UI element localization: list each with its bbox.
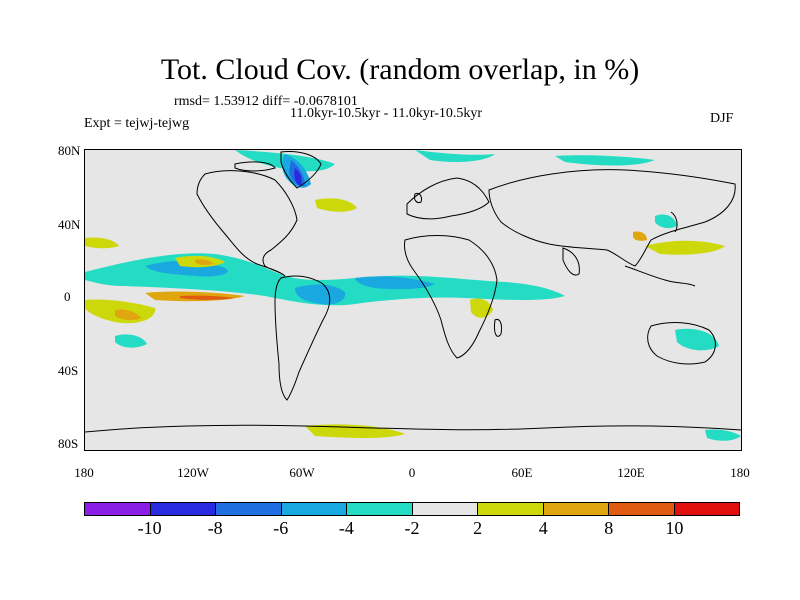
field-antarctic-cyan bbox=[705, 429, 741, 441]
colorbar-segment-2 bbox=[150, 503, 216, 515]
period-label: 11.0kyr-10.5kyr - 11.0kyr-10.5kyr bbox=[290, 106, 483, 121]
colorbar-label-5: -2 bbox=[404, 518, 420, 538]
field-se-pacific-orange bbox=[115, 309, 141, 321]
rmsd-diff-label: rmsd= 1.53912 diff= -0.0678101 bbox=[174, 94, 358, 109]
field-arctic-cyan-2 bbox=[415, 150, 495, 162]
lat-tick-40s: 40S bbox=[58, 363, 79, 378]
field-na-yellow bbox=[315, 198, 357, 212]
colorbar-segment-9 bbox=[609, 503, 675, 515]
lat-tick-40n: 40N bbox=[58, 217, 81, 232]
field-pacific-darkorange bbox=[180, 295, 235, 300]
lon-tick-180e: 180 bbox=[730, 465, 750, 480]
colorbar-segment-8 bbox=[543, 503, 609, 515]
colorbar-segment-7 bbox=[478, 503, 544, 515]
colorbar-segment-1 bbox=[85, 503, 151, 515]
coast-se-asia bbox=[624, 265, 696, 287]
lon-tick-60w: 60W bbox=[289, 465, 315, 480]
field-arctic-cyan-3 bbox=[555, 155, 655, 166]
coast-north-america bbox=[196, 170, 298, 277]
coast-africa bbox=[404, 235, 498, 359]
anomaly-fields bbox=[85, 150, 741, 441]
map-panel bbox=[84, 149, 742, 451]
colorbar-label-2: -8 bbox=[207, 518, 223, 538]
field-australia-cyan bbox=[675, 328, 719, 351]
season-label: DJF bbox=[710, 111, 734, 126]
colorbar-segment-3 bbox=[216, 503, 282, 515]
lat-tick-80n: 80N bbox=[58, 143, 81, 158]
coast-arctic-islands bbox=[234, 161, 276, 172]
colorbar-segment-6 bbox=[412, 503, 478, 515]
coast-japan bbox=[670, 211, 678, 233]
coast-south-america bbox=[274, 275, 331, 401]
coast-antarctica bbox=[85, 424, 741, 433]
lon-tick-120e: 120E bbox=[617, 465, 645, 480]
colorbar-segment-4 bbox=[281, 503, 347, 515]
lat-tick-0: 0 bbox=[64, 289, 71, 304]
colorbar-label-4: -4 bbox=[338, 518, 354, 538]
field-china-orange bbox=[633, 231, 647, 241]
colorbar-label-9: 10 bbox=[665, 518, 684, 538]
coast-europe bbox=[406, 177, 490, 220]
field-japan-cyan bbox=[655, 214, 677, 229]
coast-greenland bbox=[280, 151, 322, 189]
colorbar-label-8: 8 bbox=[604, 518, 614, 538]
map-svg bbox=[85, 150, 741, 450]
experiment-label: Expt = tejwj-tejwg bbox=[84, 116, 190, 131]
field-n-pacific-orange bbox=[195, 259, 213, 266]
coast-australia bbox=[647, 322, 716, 365]
lon-tick-0: 0 bbox=[408, 465, 416, 480]
colorbar-segment-10 bbox=[674, 503, 739, 515]
lon-tick-120w: 120W bbox=[177, 465, 209, 480]
field-greenland-deepblue bbox=[294, 168, 302, 186]
coast-india bbox=[562, 247, 580, 276]
field-s-pacific-cyan bbox=[115, 334, 147, 348]
field-asia-yellow bbox=[645, 240, 725, 255]
coast-asia bbox=[488, 169, 736, 267]
colorbar-label-7: 4 bbox=[538, 518, 548, 538]
lat-tick-80s: 80S bbox=[58, 436, 79, 451]
map-title: Tot. Cloud Cov. (random overlap, in %) bbox=[160, 53, 640, 86]
colorbar bbox=[84, 502, 740, 516]
colorbar-label-3: -6 bbox=[273, 518, 289, 538]
field-atlantic-yellow bbox=[85, 237, 119, 249]
field-atlantic-sky bbox=[355, 276, 435, 290]
lon-tick-180w: 180 bbox=[74, 465, 94, 480]
colorbar-label-1: -10 bbox=[137, 518, 162, 538]
coastlines bbox=[85, 151, 741, 433]
field-sa-sky bbox=[295, 284, 346, 305]
coast-uk bbox=[414, 193, 422, 203]
coast-madagascar bbox=[494, 319, 502, 337]
lon-tick-60e: 60E bbox=[511, 465, 533, 480]
colorbar-label-6: 2 bbox=[473, 518, 483, 538]
colorbar-segment-5 bbox=[347, 503, 413, 515]
